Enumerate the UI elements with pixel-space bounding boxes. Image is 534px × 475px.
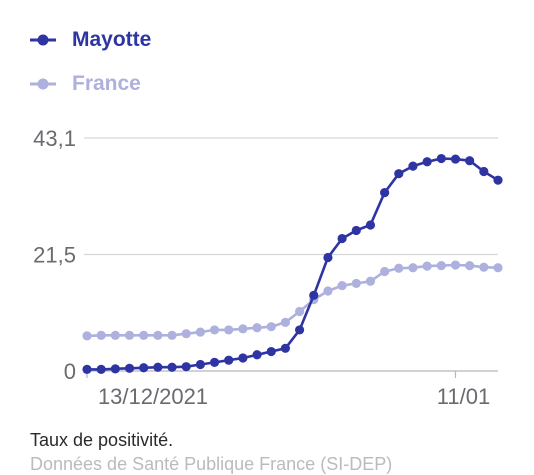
data-point-mayotte	[465, 156, 475, 166]
data-point-mayotte	[351, 225, 361, 236]
data-point-mayotte	[408, 161, 418, 171]
data-point-mayotte	[280, 343, 291, 353]
y-tick-labels: 0 21,5 43,1	[33, 126, 76, 384]
legend-marker-mayotte-icon	[30, 34, 56, 46]
data-point-mayotte	[493, 175, 503, 185]
series-line-france	[86, 263, 499, 338]
data-point-france	[139, 330, 149, 340]
series-line-mayotte	[87, 157, 499, 371]
data-point-mayotte	[153, 362, 163, 372]
data-point-france	[450, 260, 461, 270]
legend-item-france[interactable]: France	[30, 70, 151, 98]
y-tick-label: 21,5	[33, 243, 76, 268]
data-point-mayotte	[337, 233, 347, 244]
data-point-mayotte	[224, 355, 234, 365]
data-point-mayotte	[380, 188, 390, 198]
data-point-france	[380, 266, 390, 277]
data-point-mayotte	[422, 157, 432, 167]
data-point-france	[96, 330, 106, 340]
data-point-france	[82, 331, 92, 341]
grid	[84, 137, 498, 372]
data-point-france	[238, 324, 248, 334]
data-point-mayotte	[110, 364, 120, 374]
data-point-france	[209, 325, 220, 335]
data-point-mayotte	[181, 362, 191, 372]
chart-source-partial: Données de Santé Publique France (SI-DEP…	[30, 454, 393, 474]
data-point-france	[266, 322, 276, 332]
data-point-mayotte	[294, 325, 305, 335]
legend-marker-france-icon	[30, 78, 56, 90]
data-point-france	[181, 329, 191, 339]
data-point-mayotte	[124, 363, 135, 373]
data-point-france	[110, 330, 120, 340]
data-point-mayotte	[436, 153, 446, 164]
data-point-france	[493, 263, 503, 273]
data-point-france	[167, 330, 177, 340]
legend-label-mayotte: Mayotte	[72, 28, 152, 51]
data-point-france	[294, 306, 305, 317]
legend-label-france: France	[72, 72, 141, 95]
data-point-france	[153, 330, 163, 340]
data-point-france	[408, 263, 418, 273]
data-point-mayotte	[167, 362, 177, 372]
data-point-mayotte	[195, 359, 205, 370]
data-point-mayotte	[309, 290, 319, 300]
data-point-mayotte	[96, 364, 106, 374]
data-point-mayotte	[209, 357, 220, 367]
data-point-france	[252, 323, 262, 333]
x-tick-labels: 13/12/2021 11/01	[86, 371, 490, 409]
data-point-france	[422, 261, 432, 271]
data-point-france	[337, 280, 347, 291]
data-point-france	[394, 263, 404, 273]
data-point-france	[351, 278, 361, 289]
data-point-france	[365, 276, 376, 286]
data-point-mayotte	[365, 220, 376, 230]
data-point-mayotte	[139, 363, 149, 373]
x-tick-label: 13/12/2021	[98, 384, 208, 409]
y-tick-label: 43,1	[33, 126, 76, 151]
positivity-line-chart: 0 21,5 43,1 13/12/2021 11/01	[33, 126, 503, 409]
data-point-mayotte	[252, 350, 262, 360]
x-tick-label: 11/01	[437, 384, 490, 409]
chart-caption: Taux de positivité.	[30, 430, 174, 450]
y-tick-label: 0	[64, 359, 76, 384]
data-point-france	[323, 286, 333, 296]
data-point-mayotte	[323, 252, 333, 263]
data-point-mayotte	[82, 364, 92, 374]
legend: Mayotte France	[30, 26, 151, 114]
data-point-mayotte	[479, 166, 489, 177]
data-point-france	[479, 262, 489, 272]
data-point-france	[124, 330, 135, 340]
data-point-mayotte	[238, 353, 248, 363]
series-layer	[82, 153, 503, 374]
data-point-france	[224, 325, 234, 335]
legend-marker-dot	[37, 78, 49, 90]
data-point-mayotte	[450, 154, 461, 164]
data-point-france	[195, 327, 205, 337]
legend-item-mayotte[interactable]: Mayotte	[30, 26, 151, 54]
data-point-france	[280, 317, 291, 327]
data-point-france	[465, 260, 475, 271]
legend-marker-dot	[37, 34, 49, 46]
data-point-mayotte	[394, 169, 404, 179]
data-point-france	[436, 260, 446, 271]
data-point-mayotte	[266, 346, 276, 357]
